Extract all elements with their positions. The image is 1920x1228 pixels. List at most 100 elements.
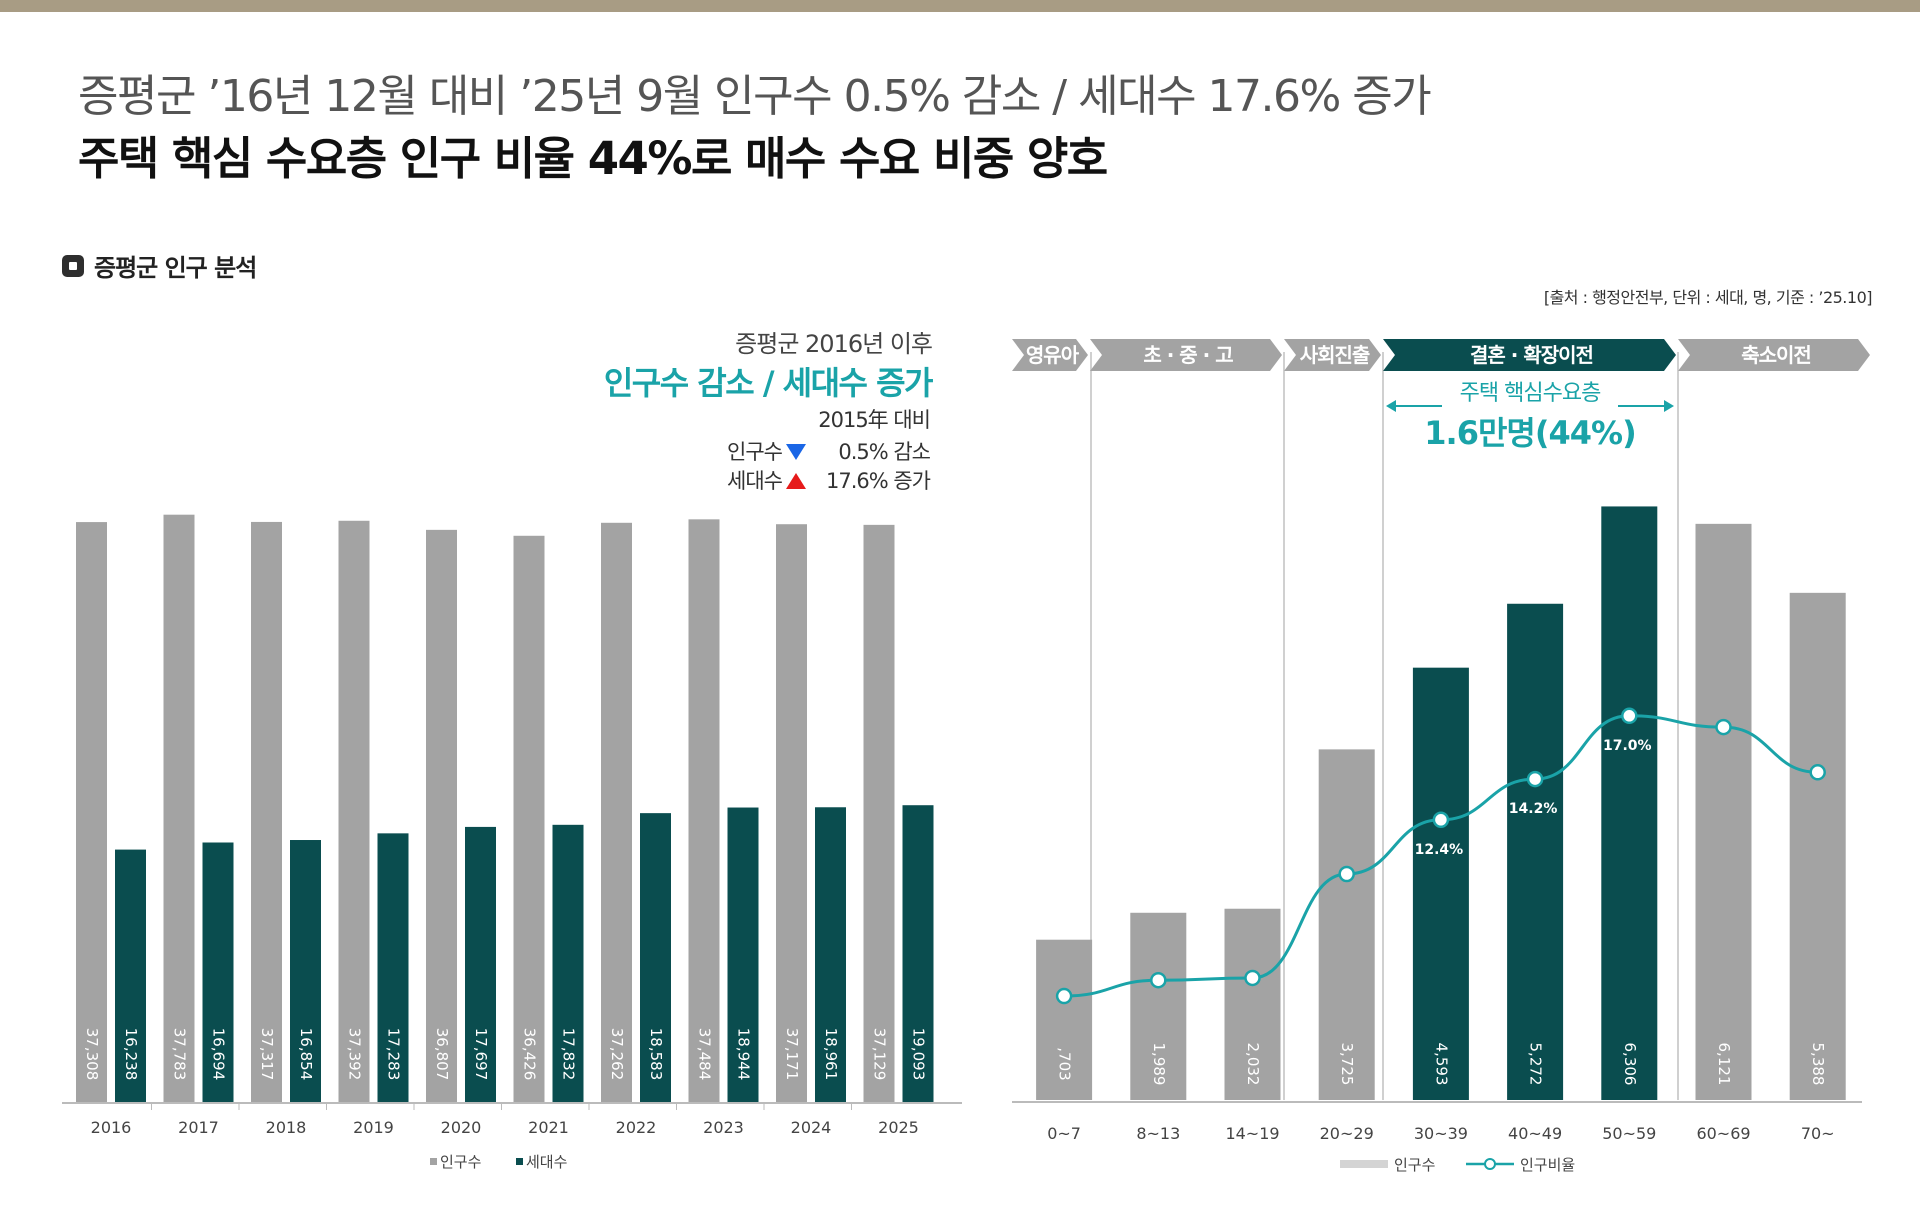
- bracket-left-arrow-icon: [1386, 400, 1396, 412]
- down-triangle-icon: [786, 444, 806, 460]
- ratio-point: [1526, 770, 1544, 788]
- age-group-label: 사회진출: [1300, 343, 1370, 367]
- population-data-label: 36,426: [521, 1028, 539, 1081]
- annotation-line2: 인구수 감소 / 세대수 증가: [604, 364, 933, 402]
- right-x-tick-label: 60~69: [1696, 1124, 1750, 1143]
- ratio-point-label: 17.0%: [1603, 738, 1652, 754]
- age-data-label: 5,272: [1527, 1043, 1545, 1086]
- ratio-point-label: 12.4%: [1415, 842, 1464, 858]
- population-bar: [76, 522, 107, 1102]
- source-note: [출처 : 행정안전부, 단위 : 세대, 명, 기준 : ’25.10]: [1543, 288, 1873, 307]
- household-data-label: 17,697: [472, 1028, 490, 1081]
- household-bar: [115, 849, 146, 1102]
- legend-population-label: 인구수: [440, 1153, 481, 1171]
- household-data-label: 17,283: [385, 1028, 403, 1081]
- annotation-hh-change: 17.6% 증가: [826, 469, 931, 493]
- annotation-line3: 2015年 대비: [818, 408, 930, 432]
- household-bar: [290, 840, 321, 1102]
- household-bar: [202, 842, 234, 1102]
- section-title: 증평군 인구 분석: [94, 254, 257, 282]
- household-data-label: 16,854: [297, 1028, 315, 1081]
- ratio-point: [1432, 811, 1450, 829]
- right-x-tick-label: 70~: [1801, 1124, 1835, 1143]
- population-bar: [776, 524, 807, 1102]
- age-population-bar: [1224, 908, 1281, 1100]
- age-data-label: 6,306: [1621, 1043, 1639, 1086]
- ratio-point: [1338, 865, 1355, 883]
- right-x-tick-label: 40~49: [1508, 1124, 1562, 1143]
- headline-primary: 증평군 ’16년 12월 대비 ’25년 9월 인구수 0.5% 감소 / 세대…: [78, 71, 1432, 122]
- annotation-pop-label: 인구수: [727, 440, 783, 464]
- population-bar: [426, 529, 457, 1102]
- ratio-point: [1150, 971, 1167, 989]
- annotation-hh-label: 세대수: [727, 469, 783, 493]
- household-data-label: 18,961: [822, 1028, 840, 1081]
- left-x-tick-label: 2016: [91, 1118, 132, 1137]
- age-group-ribbon: [1678, 339, 1870, 371]
- population-data-label: 37,783: [171, 1028, 189, 1081]
- core-demand-label-bg: [1442, 388, 1618, 418]
- population-data-label: 36,807: [433, 1028, 451, 1081]
- core-demand-bar: [1601, 506, 1658, 1100]
- right-x-tick-label: 20~29: [1320, 1124, 1374, 1143]
- left-x-tick-label: 2018: [266, 1118, 307, 1137]
- age-population-bar: [1130, 912, 1187, 1100]
- population-data-label: 37,262: [608, 1028, 626, 1081]
- age-data-label: 1,989: [1150, 1043, 1168, 1086]
- age-group-ribbon: [1090, 339, 1282, 371]
- left-x-tick-label: 2024: [791, 1118, 832, 1137]
- age-data-label: ,703: [1056, 1047, 1074, 1080]
- right-x-tick-label: 50~59: [1602, 1124, 1656, 1143]
- population-bar: [601, 522, 632, 1102]
- household-bar: [465, 826, 496, 1102]
- age-group-label: 영유아: [1026, 343, 1080, 367]
- age-group-ribbon: [1383, 339, 1676, 371]
- legend-population-swatch: [430, 1158, 437, 1165]
- headline-secondary: 주택 핵심 수요층 인구 비율 44%로 매수 수요 비중 양호: [78, 132, 1108, 185]
- population-bar: [163, 514, 195, 1102]
- age-group-ribbon: [1012, 339, 1088, 371]
- age-data-label: 4,593: [1432, 1043, 1450, 1086]
- ratio-point: [1809, 764, 1826, 781]
- ratio-point: [1715, 718, 1732, 736]
- legend-age-population-label: 인구수: [1394, 1156, 1435, 1174]
- right-x-tick-label: 0~7: [1047, 1124, 1081, 1143]
- population-data-label: 37,308: [83, 1028, 101, 1081]
- legend-household-label: 세대수: [526, 1153, 567, 1171]
- core-demand-label: 주택 핵심수요층: [1460, 381, 1601, 406]
- population-bar: [251, 521, 282, 1102]
- ratio-point: [1621, 707, 1638, 725]
- annotation-line1: 증평군 2016년 이후: [735, 330, 932, 358]
- household-data-label: 19,093: [910, 1028, 928, 1081]
- left-x-tick-label: 2019: [353, 1118, 394, 1137]
- legend-age-population-swatch: [1340, 1160, 1388, 1168]
- age-group-label: 결혼 · 확장이전: [1470, 343, 1593, 367]
- left-x-tick-label: 2021: [528, 1118, 569, 1137]
- population-data-label: 37,392: [346, 1028, 364, 1081]
- left-x-tick-label: 2022: [616, 1118, 657, 1137]
- legend-household-swatch: [516, 1158, 523, 1165]
- right-x-tick-label: 8~13: [1136, 1124, 1180, 1143]
- population-data-label: 37,317: [258, 1028, 276, 1081]
- left-x-tick-label: 2020: [441, 1118, 482, 1137]
- population-bar: [338, 520, 370, 1102]
- core-demand-bar: [1507, 603, 1564, 1100]
- population-bar: [688, 519, 720, 1102]
- age-group-label: 초 · 중 · 고: [1143, 343, 1233, 367]
- household-bar: [815, 807, 846, 1102]
- age-group-label: 축소이전: [1741, 343, 1811, 367]
- age-population-bar: [1318, 749, 1375, 1100]
- section-square-icon: [62, 254, 84, 277]
- population-bar: [513, 535, 545, 1102]
- population-data-label: 37,171: [783, 1028, 801, 1081]
- household-bar: [552, 824, 584, 1102]
- left-x-tick-label: 2023: [703, 1118, 744, 1137]
- annotation-pop-change: 0.5% 감소: [838, 440, 930, 464]
- population-data-label: 37,484: [696, 1028, 714, 1081]
- legend-ratio-label: 인구비율: [1520, 1156, 1575, 1174]
- age-population-bar: [1695, 523, 1752, 1100]
- age-group-ribbon: [1284, 339, 1381, 371]
- household-data-label: 16,694: [210, 1028, 228, 1081]
- age-data-label: 2,032: [1244, 1043, 1262, 1086]
